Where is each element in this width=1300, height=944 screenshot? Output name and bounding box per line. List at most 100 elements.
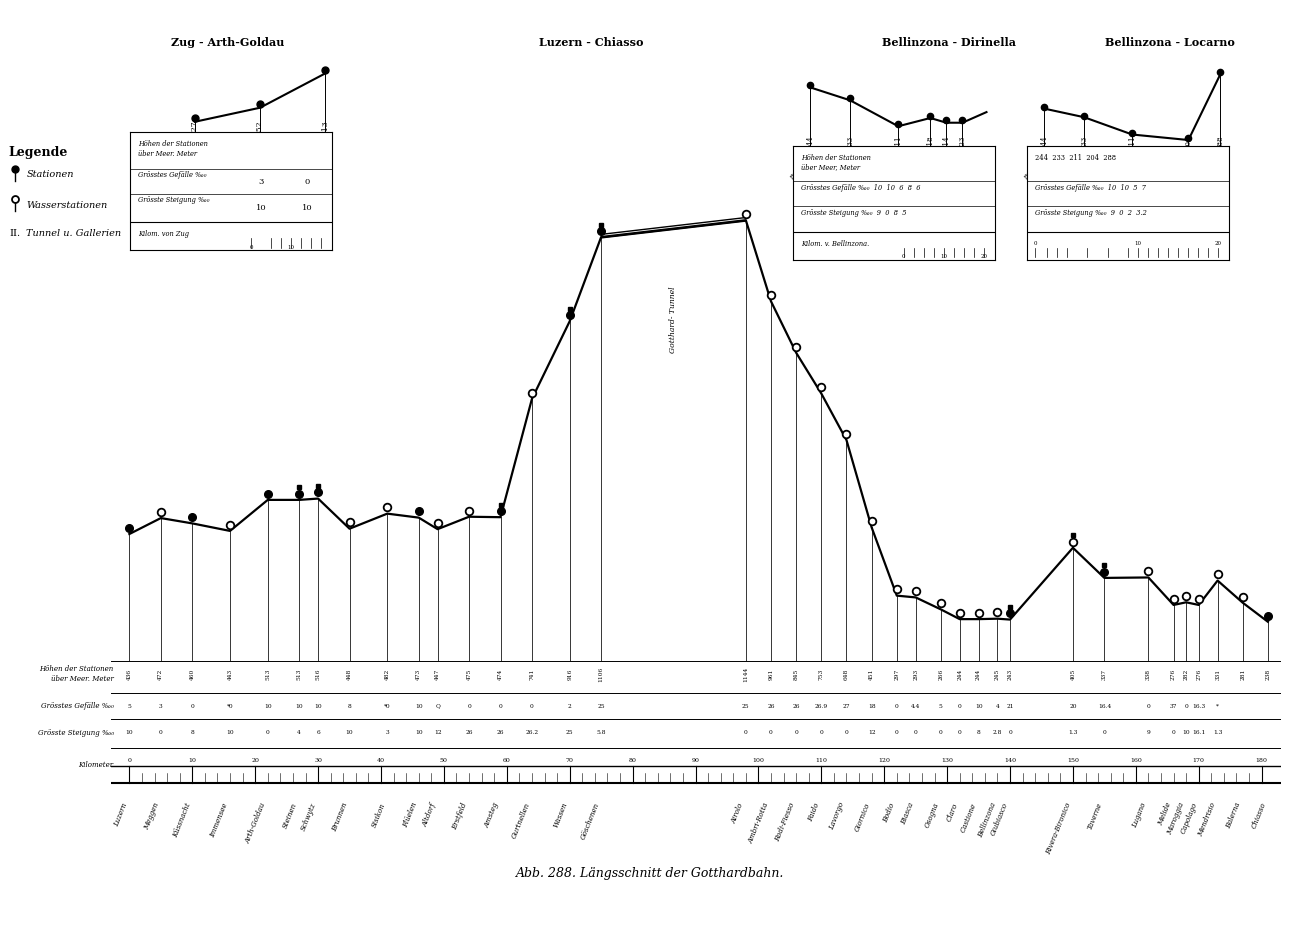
Text: Grösste Steigung ‰₀  9  0  8  5: Grösste Steigung ‰₀ 9 0 8 5 <box>801 209 906 216</box>
Text: 12: 12 <box>868 730 875 735</box>
Text: 513: 513 <box>296 668 302 680</box>
Text: 6: 6 <box>316 730 320 735</box>
Text: 26: 26 <box>465 730 473 735</box>
Text: Brunnen: Brunnen <box>330 801 350 833</box>
Text: 338: 338 <box>1145 668 1150 680</box>
Text: St.Nazzaro: St.Nazzaro <box>926 151 946 182</box>
Text: Walchwil: Walchwil <box>237 137 260 168</box>
Text: Kilometer: Kilometer <box>78 761 113 768</box>
Text: 27: 27 <box>842 703 850 709</box>
Text: 40: 40 <box>377 758 385 763</box>
Text: Grösstes Gefälle ‰₀  10  10  5  7: Grösstes Gefälle ‰₀ 10 10 5 7 <box>1035 184 1147 192</box>
Text: 516: 516 <box>316 668 321 680</box>
Text: 4: 4 <box>996 703 1000 709</box>
Text: 4.4: 4.4 <box>911 703 920 709</box>
Text: 460: 460 <box>190 668 195 680</box>
Text: 0: 0 <box>1034 242 1037 246</box>
Text: 0: 0 <box>266 730 269 735</box>
Text: 0: 0 <box>190 703 194 709</box>
Text: 472: 472 <box>159 668 164 680</box>
Text: 1106: 1106 <box>598 666 603 682</box>
Text: Image ID: P77E8N: Image ID: P77E8N <box>1192 896 1280 906</box>
Text: Höhen der Stationen
über Meer, Meter: Höhen der Stationen über Meer, Meter <box>801 154 871 172</box>
Text: Magadino: Magadino <box>911 151 931 179</box>
Text: 0: 0 <box>894 703 898 709</box>
Text: 204: 204 <box>1184 136 1192 149</box>
Text: Rivera-Bironico: Rivera-Bironico <box>1045 801 1072 856</box>
Text: 0: 0 <box>530 703 534 709</box>
Text: Bellinzona: Bellinzona <box>790 151 810 180</box>
Text: 451: 451 <box>870 668 874 680</box>
Text: 0: 0 <box>1008 730 1011 735</box>
Text: Erstfeld: Erstfeld <box>451 801 469 831</box>
Text: 238: 238 <box>1265 668 1270 680</box>
Text: Höhen der Stationen
über Meer. Meter: Höhen der Stationen über Meer. Meter <box>138 141 208 158</box>
Text: 20: 20 <box>982 255 988 260</box>
Text: 0: 0 <box>250 245 252 250</box>
Text: Gurtnellen: Gurtnellen <box>511 801 532 840</box>
Text: Osogna: Osogna <box>923 801 941 829</box>
Text: 26.2: 26.2 <box>525 730 538 735</box>
Text: Zug - Arth-Goldau: Zug - Arth-Goldau <box>170 37 285 48</box>
Text: Taverne: Taverne <box>1087 801 1105 831</box>
Text: 10: 10 <box>346 730 354 735</box>
Text: 276: 276 <box>1196 668 1201 680</box>
Text: Ronco-Gera: Ronco-Gera <box>941 151 962 184</box>
Text: Abb. 288. Längsschnitt der Gotthardbahn.: Abb. 288. Längsschnitt der Gotthardbahn. <box>516 867 784 880</box>
Text: 214: 214 <box>942 135 950 149</box>
Text: 25: 25 <box>566 730 573 735</box>
Text: 0: 0 <box>914 730 918 735</box>
Text: Rodi-Fiesso: Rodi-Fiesso <box>774 801 796 843</box>
Text: Bellinzona - Locarno: Bellinzona - Locarno <box>1105 37 1235 48</box>
Text: Küssnacht: Küssnacht <box>172 801 192 838</box>
Text: 110: 110 <box>815 758 827 763</box>
Text: 160: 160 <box>1130 758 1141 763</box>
Text: 1144: 1144 <box>744 666 749 682</box>
Text: Immensee: Immensee <box>209 801 230 838</box>
Text: Bellinzona: Bellinzona <box>1024 151 1044 180</box>
Text: 218: 218 <box>927 135 935 149</box>
Text: Cadenazzo: Cadenazzo <box>1112 151 1132 181</box>
Text: 297: 297 <box>894 668 900 680</box>
Text: Arth-Goldou: Arth-Goldou <box>296 137 325 178</box>
Text: Claro: Claro <box>945 801 959 822</box>
Text: Grösste Steigung ‰₀: Grösste Steigung ‰₀ <box>138 196 209 204</box>
Text: 10: 10 <box>126 730 133 735</box>
Text: 741: 741 <box>529 668 534 680</box>
Text: 10: 10 <box>1135 242 1141 246</box>
Text: 70: 70 <box>566 758 573 763</box>
Text: 266: 266 <box>939 668 944 680</box>
Text: Amsteg: Amsteg <box>484 801 501 829</box>
Text: Stationen: Stationen <box>26 170 74 179</box>
Text: 10: 10 <box>415 703 422 709</box>
Text: *0: *0 <box>384 703 390 709</box>
Text: Maroggia: Maroggia <box>1166 801 1186 836</box>
Text: Bellinzona: Bellinzona <box>976 801 997 839</box>
Text: 233: 233 <box>846 135 854 149</box>
Text: Biasca: Biasca <box>900 801 915 826</box>
Text: 3: 3 <box>386 730 389 735</box>
Text: 5.8: 5.8 <box>597 730 606 735</box>
Text: 150: 150 <box>1067 758 1079 763</box>
Text: 0: 0 <box>127 758 131 763</box>
Text: 8: 8 <box>347 703 351 709</box>
Text: 331: 331 <box>1216 668 1221 680</box>
Text: Giornico: Giornico <box>853 801 871 833</box>
Text: 211: 211 <box>894 135 902 149</box>
Text: 244: 244 <box>806 135 814 149</box>
Text: 10: 10 <box>295 703 303 709</box>
Text: 10: 10 <box>975 703 983 709</box>
Text: 475: 475 <box>467 668 472 680</box>
Text: 5: 5 <box>127 703 131 709</box>
Text: 10: 10 <box>226 730 234 735</box>
Text: Grösstes Gefälle ‰₀: Grösstes Gefälle ‰₀ <box>40 702 113 710</box>
Text: 50: 50 <box>439 758 448 763</box>
Text: 0: 0 <box>159 730 162 735</box>
Text: Giubiasco: Giubiasco <box>1065 151 1084 178</box>
Text: 282: 282 <box>1183 668 1188 680</box>
Text: 80: 80 <box>629 758 637 763</box>
Text: 16.3: 16.3 <box>1192 703 1205 709</box>
Text: 26.9: 26.9 <box>815 703 828 709</box>
Text: 16.1: 16.1 <box>1192 730 1205 735</box>
Text: 4: 4 <box>298 730 302 735</box>
